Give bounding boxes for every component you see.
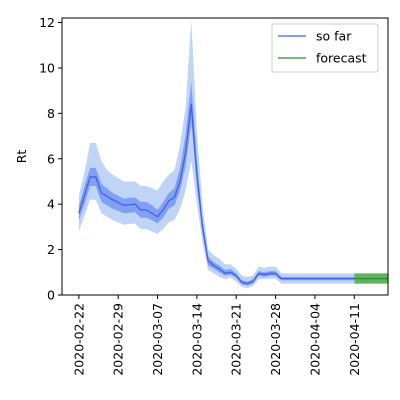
y-tick-label: 6 (47, 151, 55, 166)
y-tick-label: 2 (47, 242, 55, 257)
y-tick-label: 10 (39, 60, 55, 75)
y-axis-ticks: 0 2 4 6 8 10 12 (39, 15, 62, 303)
so-far-outer-band (78, 20, 355, 289)
series-lines (78, 103, 388, 285)
x-tick-label: 2020-02-29 (111, 303, 126, 376)
y-tick-label: 0 (47, 288, 55, 303)
legend: so far forecast (271, 23, 379, 73)
x-tick-label: 2020-03-21 (229, 303, 244, 376)
axes-frame (61, 17, 389, 296)
y-tick-label: 4 (47, 197, 55, 212)
x-axis-ticks: 2020-02-22 2020-02-29 2020-03-07 2020-03-14… (71, 295, 362, 376)
so-far-line (78, 103, 355, 285)
y-tick-label: 12 (39, 15, 55, 30)
x-tick-label: 2020-03-14 (189, 303, 204, 376)
y-tick-label: 8 (47, 106, 55, 121)
x-tick-label: 2020-03-28 (268, 303, 283, 376)
x-tick-label: 2020-04-04 (307, 303, 322, 376)
legend-label-forecast: forecast (316, 51, 367, 66)
x-tick-label: 2020-02-22 (71, 303, 86, 376)
y-axis-label: Rt (14, 150, 29, 164)
x-tick-label: 2020-03-07 (150, 303, 165, 376)
legend-label-so-far: so far (316, 29, 352, 44)
plot-area (78, 20, 388, 289)
x-tick-label: 2020-04-11 (347, 303, 362, 376)
